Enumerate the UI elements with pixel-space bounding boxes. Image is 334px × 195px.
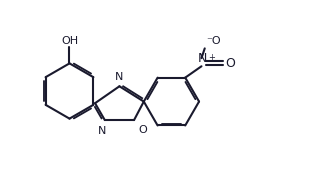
Text: OH: OH: [61, 35, 78, 45]
Text: O: O: [225, 57, 235, 69]
Text: N: N: [115, 72, 124, 82]
Text: N: N: [197, 52, 207, 65]
Text: ⁻O: ⁻O: [206, 36, 221, 46]
Text: O: O: [138, 125, 147, 135]
Text: N: N: [98, 126, 107, 136]
Text: +: +: [208, 53, 214, 62]
